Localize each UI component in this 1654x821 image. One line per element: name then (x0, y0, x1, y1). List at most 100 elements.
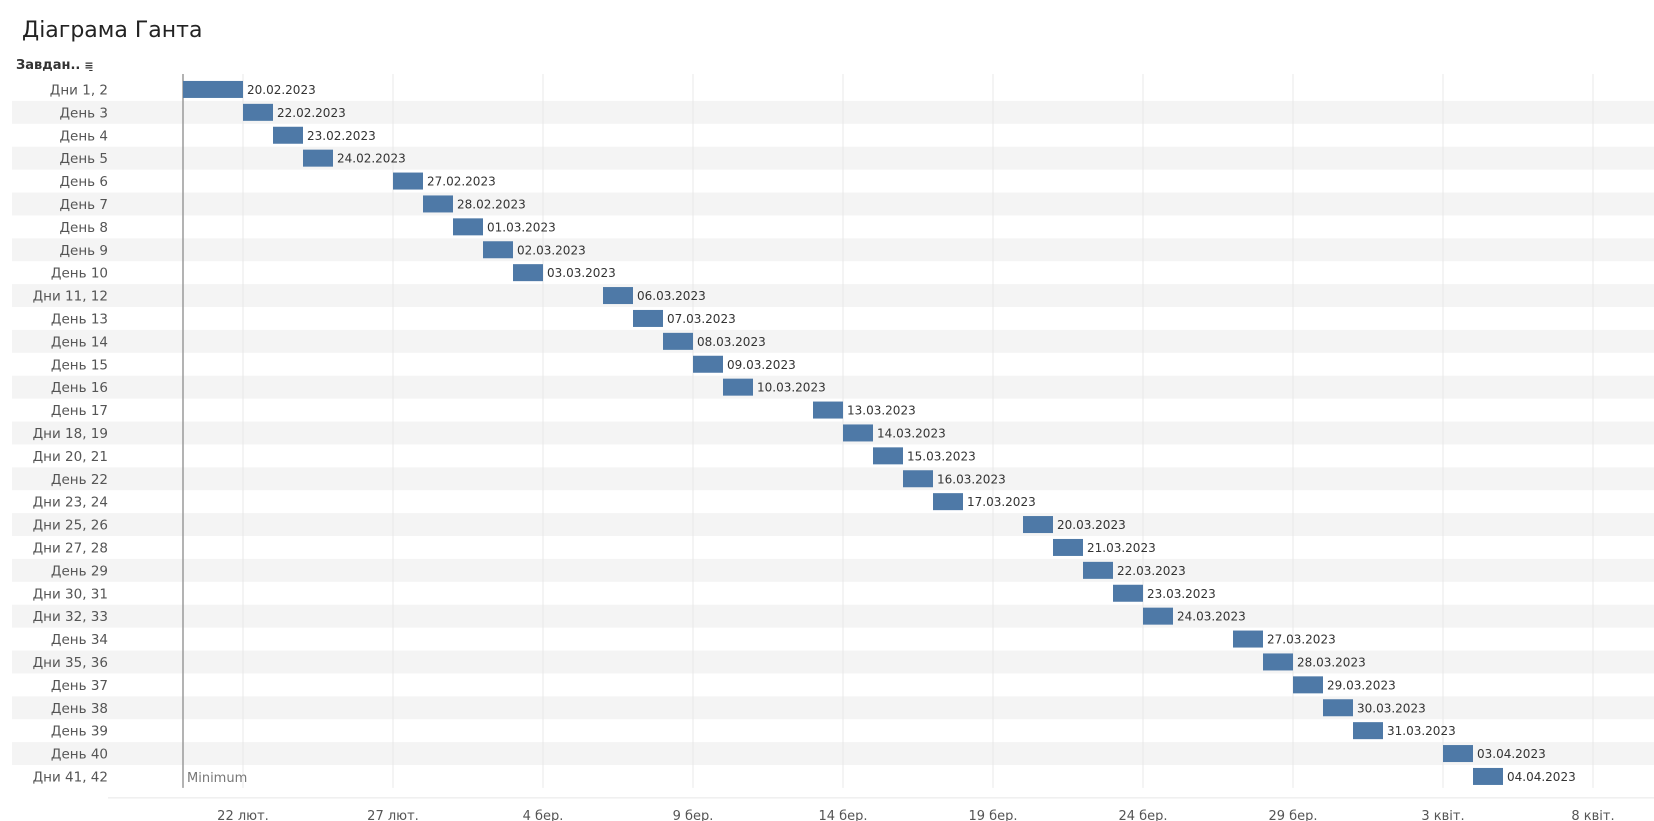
bar-date-label: 20.03.2023 (1057, 518, 1126, 532)
x-tick-label: 8 квіт. (1571, 809, 1614, 821)
task-label: День 14 (51, 334, 108, 350)
bar-date-label: 16.03.2023 (937, 472, 1006, 486)
bar-date-label: 14.03.2023 (877, 426, 946, 440)
column-header[interactable]: Завдан.. ≡̱ (16, 58, 94, 73)
task-bar[interactable] (183, 80, 243, 98)
task-bar[interactable] (1293, 676, 1323, 694)
x-tick-label: 22 лют. (217, 809, 269, 821)
task-bar[interactable] (633, 309, 663, 327)
task-label: Дни 25, 26 (33, 518, 108, 534)
task-label: Дни 1, 2 (50, 82, 108, 98)
bar-date-label: 27.02.2023 (427, 175, 496, 189)
task-bar[interactable] (873, 447, 903, 465)
bar-date-label: 10.03.2023 (757, 381, 826, 395)
row-band (12, 284, 1654, 307)
x-tick-label: 27 лют. (367, 809, 419, 821)
task-bar[interactable] (423, 195, 453, 213)
bar-date-label: 27.03.2023 (1267, 633, 1336, 647)
task-label: День 22 (51, 472, 108, 488)
task-label: День 5 (59, 151, 108, 167)
page-title: Діаграма Ганта (22, 18, 203, 43)
bar-date-label: 06.03.2023 (637, 289, 706, 303)
bar-date-label: 08.03.2023 (697, 335, 766, 349)
task-bar[interactable] (1473, 767, 1503, 785)
task-bar[interactable] (513, 264, 543, 282)
task-bar[interactable] (903, 470, 933, 488)
task-bar[interactable] (303, 149, 333, 167)
x-tick-label: 19 бер. (968, 809, 1017, 821)
bar-date-label: 09.03.2023 (727, 358, 796, 372)
task-label: Дни 41, 42 (33, 769, 108, 785)
task-bar[interactable] (1353, 722, 1383, 740)
task-label: День 7 (59, 197, 108, 213)
task-label: День 38 (51, 701, 108, 717)
task-bar[interactable] (1323, 699, 1353, 717)
sort-icon[interactable]: ≡̱ (84, 59, 94, 72)
x-tick-label: 14 бер. (818, 809, 867, 821)
bar-date-label: 30.03.2023 (1357, 701, 1426, 715)
task-bar[interactable] (1443, 745, 1473, 763)
task-label: День 40 (51, 747, 108, 763)
bar-date-label: 28.02.2023 (457, 197, 526, 211)
bar-date-label: 03.04.2023 (1477, 747, 1546, 761)
task-bar[interactable] (723, 378, 753, 396)
x-tick-label: 24 бер. (1118, 809, 1167, 821)
bar-date-label: 23.02.2023 (307, 129, 376, 143)
row-band (12, 329, 1654, 353)
bar-date-label: 23.03.2023 (1147, 587, 1216, 601)
row-band (12, 696, 1654, 720)
task-label: День 8 (59, 220, 108, 236)
column-header-label: Завдан.. (16, 58, 81, 73)
task-bar[interactable] (1113, 584, 1143, 602)
bar-date-label: 31.03.2023 (1387, 724, 1456, 738)
row-band (12, 604, 1654, 628)
bar-date-label: 29.03.2023 (1327, 678, 1396, 692)
task-bar[interactable] (813, 401, 843, 419)
task-label: День 6 (59, 174, 108, 190)
task-bar[interactable] (453, 218, 483, 236)
task-bar[interactable] (1023, 516, 1053, 534)
task-bar[interactable] (693, 355, 723, 373)
task-bar[interactable] (663, 332, 693, 350)
task-bar[interactable] (393, 172, 423, 190)
x-tick-label: 9 бер. (673, 809, 714, 821)
task-bar[interactable] (1083, 561, 1113, 579)
task-label: День 10 (51, 266, 108, 282)
task-bar[interactable] (273, 126, 303, 144)
task-bar[interactable] (243, 103, 273, 121)
task-label: День 13 (51, 311, 108, 327)
task-bar[interactable] (1143, 607, 1173, 625)
task-label: День 9 (59, 243, 108, 259)
task-label: День 15 (51, 357, 108, 373)
task-bar[interactable] (843, 424, 873, 442)
row-band (12, 650, 1654, 674)
task-label: День 3 (59, 105, 108, 121)
row-band (12, 558, 1654, 582)
x-tick-label: 4 бер. (523, 809, 564, 821)
bar-date-label: 24.02.2023 (337, 152, 406, 166)
x-tick-label: 29 бер. (1268, 809, 1317, 821)
bar-date-label: 01.03.2023 (487, 220, 556, 234)
task-label: Дни 20, 21 (33, 449, 108, 465)
task-bar[interactable] (603, 287, 633, 305)
bar-date-label: 13.03.2023 (847, 404, 916, 418)
task-label: День 16 (51, 380, 108, 396)
task-label: Дни 32, 33 (33, 609, 108, 625)
bar-date-label: 20.02.2023 (247, 83, 316, 97)
task-label: День 39 (51, 724, 108, 740)
task-bar[interactable] (1263, 653, 1293, 671)
task-bar[interactable] (483, 241, 513, 259)
row-band (12, 146, 1654, 170)
row-band (12, 100, 1654, 124)
task-label: Дни 11, 12 (33, 289, 108, 305)
row-band (12, 238, 1654, 262)
task-bar[interactable] (1053, 538, 1083, 556)
bar-date-label: 17.03.2023 (967, 495, 1036, 509)
task-label: Дни 23, 24 (33, 495, 108, 511)
task-label: Дни 18, 19 (33, 426, 108, 442)
bar-date-label: 24.03.2023 (1177, 610, 1246, 624)
task-bar[interactable] (933, 493, 963, 511)
bar-date-label: 15.03.2023 (907, 449, 976, 463)
task-bar[interactable] (1233, 630, 1263, 648)
